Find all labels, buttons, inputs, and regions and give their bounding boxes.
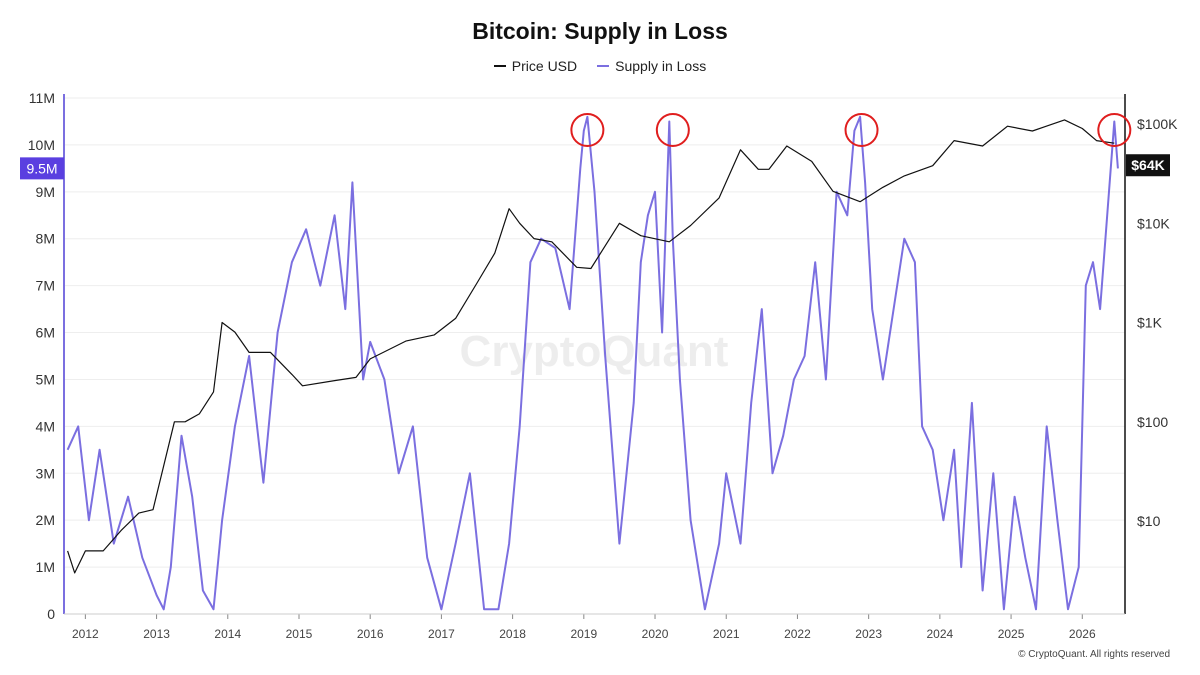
peak-highlight-circle [844, 113, 879, 147]
x-tick-label: 2018 [499, 627, 526, 641]
current-price-badge [1126, 154, 1170, 177]
y-left-tick-label: 7M [36, 278, 55, 294]
x-tick-label: 2023 [855, 627, 882, 641]
y-left-tick-label: 9M [36, 184, 55, 200]
x-tick-label: 2015 [286, 627, 313, 641]
x-tick-label: 2013 [143, 627, 170, 641]
x-tick-label: 2021 [713, 627, 740, 641]
legend-supply-label: Supply in Loss [615, 58, 707, 74]
legend-price-swatch [493, 65, 506, 67]
y-left-tick-label: 3M [36, 465, 55, 481]
y-right-tick-label: $100K [1137, 116, 1178, 132]
x-tick-label: 2016 [357, 627, 384, 641]
y-left-tick-label: 4M [36, 418, 55, 434]
legend-price-label: Price USD [511, 58, 578, 74]
copyright-notice: © CryptoQuant. All rights reserved [1018, 649, 1170, 660]
price-usd-line [67, 119, 1115, 574]
supply-in-loss-line [66, 115, 1119, 611]
watermark: CryptoQuant [460, 327, 729, 376]
y-right-tick-label: $10 [1137, 513, 1161, 529]
legend: Price USD Supply in Loss [0, 58, 1200, 74]
y-left-tick-label: 10M [28, 137, 55, 153]
x-tick-label: 2019 [570, 627, 597, 641]
legend-item-price[interactable]: Price USD [493, 58, 578, 74]
peak-highlight-circle [655, 113, 690, 147]
y-left-tick-label: 6M [36, 325, 55, 341]
y-left-tick-label: 5M [36, 371, 55, 387]
legend-item-supply[interactable]: Supply in Loss [597, 58, 706, 74]
x-tick-label: 2020 [642, 627, 669, 641]
y-right-tick-label: $1K [1137, 315, 1163, 331]
y-left-tick-label: 2M [36, 512, 55, 528]
peak-highlight-circle [570, 113, 605, 147]
current-supply-badge [20, 157, 64, 180]
current-supply-badge-label: 9.5M [26, 160, 57, 176]
chart-title: Bitcoin: Supply in Loss [472, 18, 728, 44]
y-left-tick-label: 11M [29, 90, 55, 106]
y-right-tick-label: $100 [1137, 414, 1168, 430]
x-tick-label: 2012 [72, 627, 99, 641]
x-tick-label: 2026 [1069, 627, 1096, 641]
x-tick-label: 2017 [428, 627, 455, 641]
y-left-tick-label: 1M [36, 559, 55, 575]
y-left-tick-label: 8M [36, 231, 55, 247]
y-right-tick-label: $10K [1137, 215, 1170, 231]
x-tick-label: 2014 [214, 627, 241, 641]
peak-highlight-circle [1097, 113, 1132, 147]
x-tick-label: 2024 [927, 627, 954, 641]
x-tick-label: 2025 [998, 627, 1025, 641]
current-price-badge-label: $64K [1131, 157, 1164, 173]
x-tick-label: 2022 [784, 627, 811, 641]
legend-supply-swatch [597, 65, 610, 67]
y-left-tick-label: 0 [47, 606, 55, 622]
